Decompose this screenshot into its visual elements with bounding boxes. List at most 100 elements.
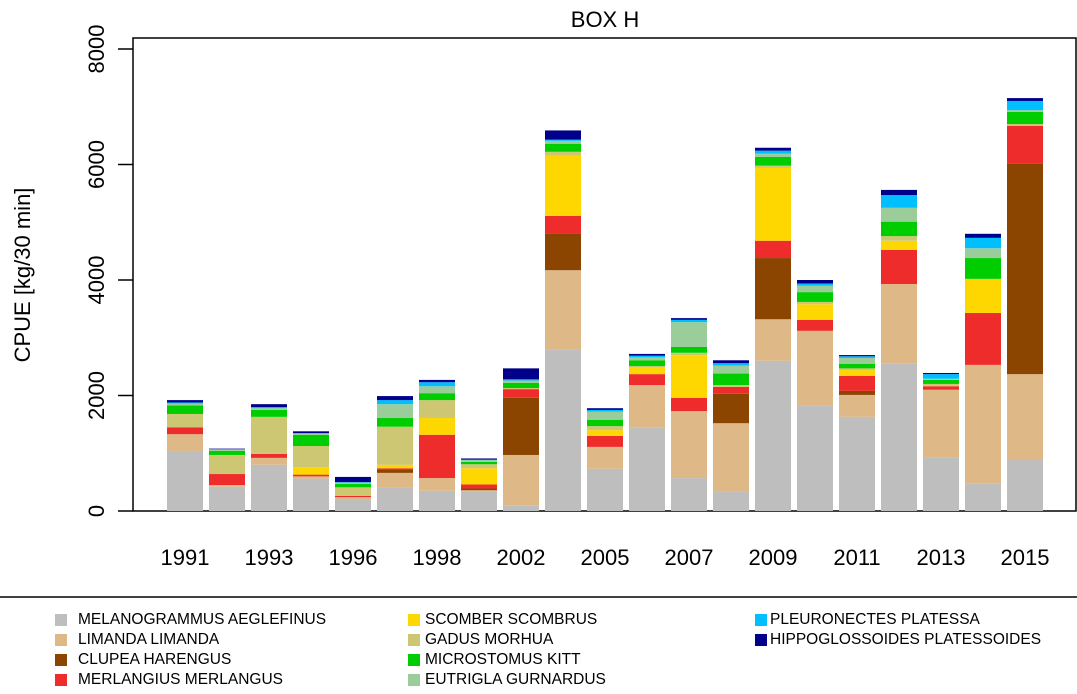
- bar-segment: [293, 434, 329, 447]
- bar-segment: [209, 449, 245, 450]
- bar-segment: [335, 500, 371, 511]
- bar-segment: [881, 207, 917, 222]
- bar-segment: [377, 400, 413, 405]
- x-tick-label: 2015: [1001, 545, 1050, 570]
- bar-segment: [587, 409, 623, 412]
- bar-segment: [839, 390, 875, 395]
- y-axis-label: CPUE [kg/30 min]: [10, 188, 35, 363]
- bar-segment: [839, 370, 875, 376]
- bar-segment: [461, 458, 497, 460]
- bar-segment: [797, 292, 833, 302]
- bar-segment: [923, 457, 959, 511]
- bar-segment: [251, 416, 287, 454]
- bar-segment: [755, 319, 791, 361]
- bar-segment: [587, 411, 623, 420]
- bar-segment: [419, 434, 455, 479]
- bar-segment: [503, 387, 539, 390]
- bar-segment: [881, 189, 917, 196]
- bar-segment: [377, 468, 413, 470]
- bar-segment: [545, 130, 581, 140]
- bar-segment: [965, 233, 1001, 238]
- bar-segment: [377, 472, 413, 488]
- bar-segment: [1007, 163, 1043, 375]
- bar-segment: [797, 304, 833, 320]
- bar-segment: [713, 491, 749, 511]
- legend-label: CLUPEA HARENGUS: [78, 651, 231, 668]
- bar-segment: [461, 459, 497, 461]
- bar-segment: [461, 461, 497, 465]
- bar-segment: [335, 476, 371, 483]
- bar-segment: [797, 301, 833, 305]
- bar-segment: [461, 488, 497, 491]
- bar-segment: [251, 409, 287, 417]
- bar-segment: [839, 368, 875, 371]
- bar-segment: [419, 379, 455, 383]
- x-tick-label: 1993: [245, 545, 294, 570]
- bar-segment: [755, 258, 791, 320]
- bar-segment: [377, 426, 413, 465]
- bar-segment: [671, 346, 707, 353]
- legend-swatch: [408, 614, 420, 626]
- bar-segment: [965, 483, 1001, 511]
- bar-segment: [419, 382, 455, 387]
- x-tick-label: 2009: [749, 545, 798, 570]
- legend-label: LIMANDA LIMANDA: [78, 631, 220, 648]
- bar-segment: [671, 319, 707, 323]
- bar-segment: [545, 140, 581, 144]
- bar-segment: [419, 386, 455, 394]
- x-tick-label: 2007: [665, 545, 714, 570]
- bar-segment: [251, 453, 287, 458]
- x-tick-label: 2005: [581, 545, 630, 570]
- legend-swatch: [408, 654, 420, 666]
- bar-segment: [419, 393, 455, 401]
- legend-label: EUTRIGLA GURNARDUS: [425, 671, 606, 688]
- bar-segment: [1007, 125, 1043, 164]
- bar-segment: [293, 433, 329, 434]
- bar-segment: [713, 393, 749, 424]
- bar-segment: [545, 215, 581, 234]
- bar-segment: [335, 487, 371, 496]
- bar-segment: [545, 151, 581, 156]
- bar-segment: [713, 363, 749, 366]
- bar-segment: [293, 478, 329, 511]
- y-tick-label: 6000: [84, 140, 109, 189]
- bar-segment: [965, 248, 1001, 259]
- legend-swatch: [55, 634, 67, 646]
- bar-segment: [167, 434, 203, 451]
- bar-segment: [461, 464, 497, 469]
- bar-segment: [671, 352, 707, 356]
- bar-segment: [839, 356, 875, 358]
- bar-segment: [335, 497, 371, 501]
- bar-segment: [881, 249, 917, 285]
- bar-segment: [797, 280, 833, 284]
- bar-segment: [839, 394, 875, 417]
- bar-segment: [167, 413, 203, 428]
- bar-segment: [293, 467, 329, 475]
- bar-segment: [713, 360, 749, 364]
- bar-segment: [671, 478, 707, 511]
- legend-swatch: [408, 674, 420, 686]
- bar-segment: [755, 360, 791, 511]
- bar-segment: [587, 435, 623, 447]
- bar-segment: [293, 446, 329, 468]
- bar-segment: [923, 372, 959, 375]
- x-tick-label: 2002: [497, 545, 546, 570]
- bar-segment: [167, 450, 203, 511]
- bar-segment: [1007, 98, 1043, 101]
- bar-segment: [839, 375, 875, 391]
- bar-segment: [209, 486, 245, 511]
- bar-segment: [377, 404, 413, 419]
- bar-segment: [167, 405, 203, 414]
- bar-segment: [209, 450, 245, 455]
- y-tick-label: 4000: [84, 256, 109, 305]
- bar-segment: [209, 454, 245, 475]
- bar-segment: [755, 153, 791, 157]
- bar-segment: [881, 195, 917, 208]
- bar-segment: [1007, 124, 1043, 126]
- bar-segment: [629, 366, 665, 368]
- bar-segment: [587, 426, 623, 431]
- bar-segment: [839, 355, 875, 357]
- bar-segment: [335, 482, 371, 484]
- bar-segment: [713, 385, 749, 387]
- chart-title: BOX H: [571, 7, 639, 32]
